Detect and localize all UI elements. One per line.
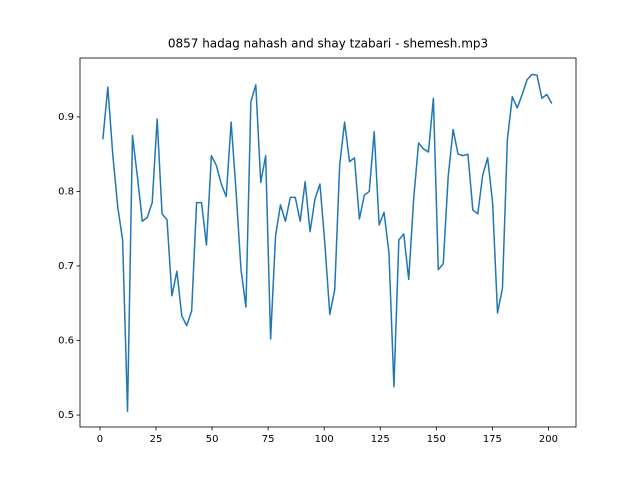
x-tick-label: 25 [150,434,163,445]
y-tick-label: 0.8 [58,186,74,197]
x-tick-label: 50 [206,434,219,445]
x-tick-label: 125 [371,434,390,445]
x-tick-label: 175 [483,434,502,445]
plot-frame [79,57,577,428]
x-tick-label: 75 [262,434,275,445]
chart-title: 0857 hadag nahash and shay tzabari - she… [168,37,488,51]
x-tick-label: 0 [97,434,103,445]
y-tick-label: 0.7 [58,261,74,272]
y-tick-label: 0.5 [58,410,74,421]
x-tick-label: 200 [539,434,558,445]
y-tick-label: 0.6 [58,336,74,347]
x-tick-label: 100 [315,434,334,445]
x-tick-label: 150 [427,434,446,445]
data-line [102,73,553,413]
y-tick-label: 0.9 [58,112,74,123]
